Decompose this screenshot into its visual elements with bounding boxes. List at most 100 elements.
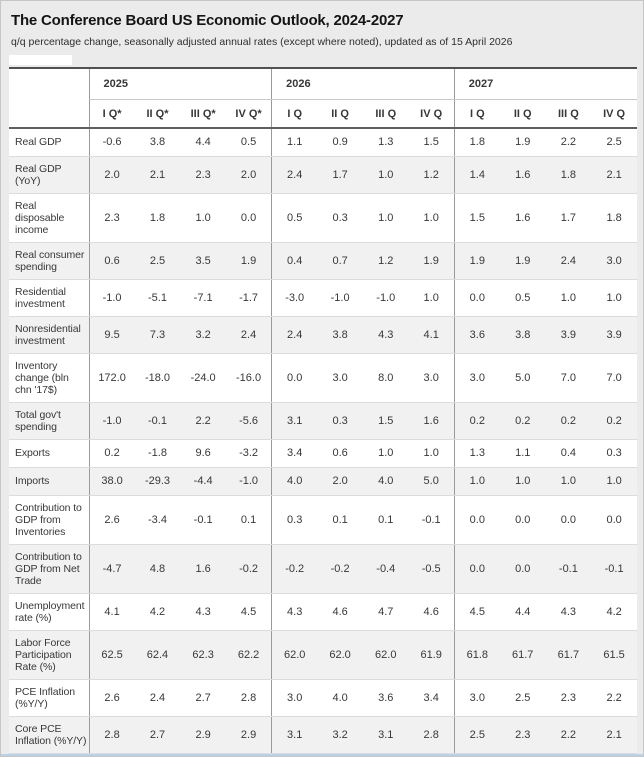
table-cell: 4.7 bbox=[362, 593, 409, 631]
table-cell: 1.3 bbox=[362, 128, 409, 157]
table-cell: 3.0 bbox=[453, 353, 500, 403]
row-label: Inventory change (bln chn '17$) bbox=[9, 353, 89, 403]
table-cell: 1.0 bbox=[591, 467, 637, 496]
table-cell: 0.0 bbox=[453, 544, 500, 594]
table-cell: 1.8 bbox=[134, 193, 181, 243]
table-cell: 61.8 bbox=[453, 630, 500, 680]
page-subtitle: q/q percentage change, seasonally adjust… bbox=[11, 36, 513, 48]
table-cell: -7.1 bbox=[180, 279, 226, 317]
table-cell: 4.8 bbox=[134, 544, 181, 594]
table-cell: 4.5 bbox=[225, 593, 272, 631]
table-cell: 0.6 bbox=[88, 242, 135, 280]
table-cell: 1.9 bbox=[499, 242, 546, 280]
table-cell: 3.6 bbox=[362, 679, 409, 717]
table-cell: 0.2 bbox=[591, 402, 637, 440]
table-cell: 2.2 bbox=[180, 402, 226, 440]
table-cell: 1.0 bbox=[545, 467, 592, 496]
table-cell: 2.4 bbox=[225, 316, 272, 354]
table-cell: -16.0 bbox=[225, 353, 272, 403]
table-cell: 1.4 bbox=[453, 156, 500, 194]
table-cell: 0.3 bbox=[271, 495, 318, 545]
table-cell: 1.0 bbox=[408, 279, 455, 317]
row-label: Real disposable income bbox=[9, 193, 89, 243]
table-cell: 4.6 bbox=[317, 593, 363, 631]
table-row: Residential investment -1.0 -5.1 -7.1 -1.7 -3… bbox=[9, 279, 637, 317]
table-cell: 1.9 bbox=[225, 242, 272, 280]
table-cell: 0.2 bbox=[499, 402, 546, 440]
table-cell: 0.4 bbox=[545, 439, 592, 468]
table-cell: 3.5 bbox=[180, 242, 226, 280]
table-cell: -1.0 bbox=[317, 279, 363, 317]
table-cell: 2.8 bbox=[88, 716, 135, 754]
table-cell: 2.7 bbox=[134, 716, 181, 754]
table-cell: 2.2 bbox=[545, 716, 592, 754]
table-cell: -3.0 bbox=[271, 279, 318, 317]
table-cell: 3.2 bbox=[317, 716, 363, 754]
table-cell: 1.9 bbox=[408, 242, 455, 280]
table-row: Real disposable income 2.3 1.8 1.0 0.0 0.5 0.3… bbox=[9, 193, 637, 243]
page-title: The Conference Board US Economic Outlook… bbox=[11, 12, 404, 29]
table-cell: 1.7 bbox=[317, 156, 363, 194]
table-cell: 1.0 bbox=[362, 439, 409, 468]
table-cell: -3.2 bbox=[225, 439, 272, 468]
table-cell: 2.9 bbox=[225, 716, 272, 754]
table-cell: -18.0 bbox=[134, 353, 181, 403]
table-row: Inventory change (bln chn '17$) 172.0 -18.… bbox=[9, 353, 637, 403]
year-header: 2025 bbox=[88, 68, 272, 100]
table-row: Real consumer spending 0.6 2.5 3.5 1.9 0.4 0.7… bbox=[9, 242, 637, 280]
table-cell: 3.9 bbox=[591, 316, 637, 354]
quarter-header: IV Q* bbox=[225, 99, 272, 129]
table-cell: 62.0 bbox=[362, 630, 409, 680]
table-cell: 3.0 bbox=[271, 679, 318, 717]
table-cell: -1.0 bbox=[88, 279, 135, 317]
table-cell: 1.5 bbox=[362, 402, 409, 440]
table-cell: 3.0 bbox=[317, 353, 363, 403]
table-cell: 0.6 bbox=[317, 439, 363, 468]
blank-chip bbox=[9, 55, 72, 65]
table-cell: 3.0 bbox=[591, 242, 637, 280]
row-label: Real consumer spending bbox=[9, 242, 89, 280]
quarter-header: III Q bbox=[545, 99, 592, 129]
table-cell: 1.5 bbox=[453, 193, 500, 243]
table-cell: 2.5 bbox=[591, 128, 637, 157]
table-cell: 1.0 bbox=[362, 156, 409, 194]
table-cell: 0.3 bbox=[317, 193, 363, 243]
table-cell: 4.3 bbox=[180, 593, 226, 631]
table-cell: 0.0 bbox=[453, 279, 500, 317]
table-cell: 1.6 bbox=[180, 544, 226, 594]
row-label: Contribution to GDP from Net Trade bbox=[9, 544, 89, 594]
table-cell: 1.0 bbox=[591, 279, 637, 317]
row-label: Residential investment bbox=[9, 279, 89, 317]
table-cell: 1.6 bbox=[499, 193, 546, 243]
table-row: PCE Inflation (%Y/Y) 2.6 2.4 2.7 2.8 3.0 4.0 3.… bbox=[9, 679, 637, 717]
table-cell: 0.0 bbox=[545, 495, 592, 545]
table-cell: 1.0 bbox=[408, 439, 455, 468]
table-cell: 61.7 bbox=[545, 630, 592, 680]
table-cell: -0.2 bbox=[271, 544, 318, 594]
table-cell: -1.0 bbox=[88, 402, 135, 440]
table-cell: 3.1 bbox=[271, 402, 318, 440]
table-cell: 2.2 bbox=[545, 128, 592, 157]
table-cell: 3.0 bbox=[408, 353, 455, 403]
table-row: Contribution to GDP from Inventories 2.6-… bbox=[9, 495, 637, 545]
table-cell: -3.4 bbox=[134, 495, 181, 545]
table-row: Exports 0.2 -1.8 9.6 -3.2 3.4 0.6 1.0 1.0 1.3 1.1 0… bbox=[9, 439, 637, 468]
table-cell: 0.9 bbox=[317, 128, 363, 157]
table-cell: 4.3 bbox=[362, 316, 409, 354]
bottom-edge-line bbox=[1, 754, 643, 756]
table-row: Imports 38.0 -29.3 -4.4 -1.0 4.0 2.0 4.0 5.0 1.0 1… bbox=[9, 467, 637, 496]
table-cell: 0.1 bbox=[225, 495, 272, 545]
table-cell: 62.4 bbox=[134, 630, 181, 680]
table-cell: 0.5 bbox=[499, 279, 546, 317]
quarter-header: II Q bbox=[499, 99, 546, 129]
table-cell: 1.7 bbox=[545, 193, 592, 243]
table-row: Real GDP (YoY) 2.0 2.1 2.3 2.0 2.4 1.7 1.0 1.2 1.… bbox=[9, 156, 637, 194]
table-cell: -5.1 bbox=[134, 279, 181, 317]
row-label: Core PCE Inflation (%Y/Y) bbox=[9, 716, 89, 754]
table-cell: -1.8 bbox=[134, 439, 181, 468]
corner-cell bbox=[9, 68, 89, 129]
table-cell: 2.8 bbox=[225, 679, 272, 717]
table-cell: 3.8 bbox=[317, 316, 363, 354]
